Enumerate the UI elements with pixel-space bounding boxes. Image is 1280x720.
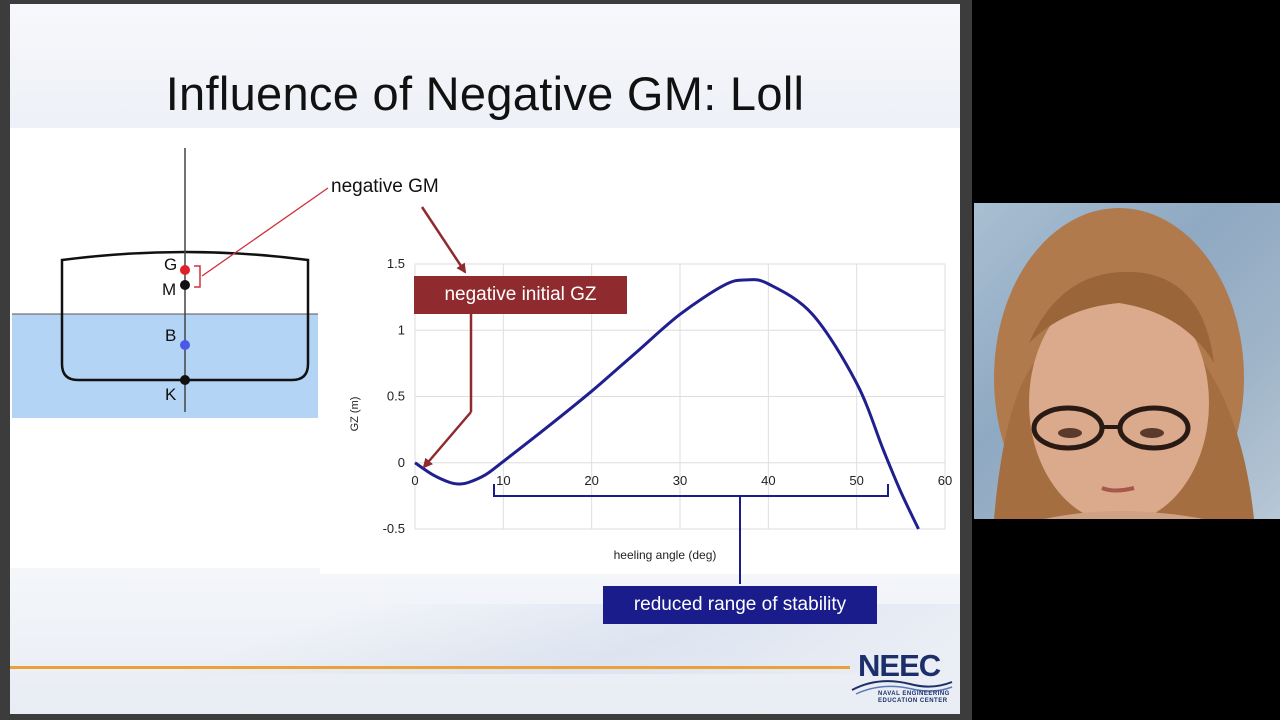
logo-wave-icon: [851, 680, 953, 695]
y-tick-label: 1.5: [387, 256, 405, 271]
point-m-marker: [180, 280, 190, 290]
y-tick-label: -0.5: [383, 521, 405, 536]
gm-leader-line: [201, 187, 329, 277]
y-tick-label: 0: [398, 455, 405, 470]
neec-logo: NEEC NAVAL ENGINEERING EDUCATION CENTER: [848, 646, 958, 708]
gz-curve-series-0: [414, 278, 920, 530]
point-g-marker: [180, 265, 190, 275]
x-tick-label: 30: [673, 473, 687, 488]
chart-series: [414, 278, 920, 530]
point-k-marker: [180, 375, 190, 385]
label-k: K: [165, 385, 177, 404]
logo-subtitle-2: EDUCATION CENTER: [878, 698, 948, 704]
presenter-image: [994, 208, 1254, 519]
y-tick-label: 1: [398, 322, 405, 337]
logo-subtitle-1: NAVAL ENGINEERING: [878, 691, 950, 697]
ship-diagram: G M B K: [12, 148, 329, 418]
negative-initial-gz-callout: negative initial GZ: [414, 276, 627, 314]
slide-frame: Influence of Negative GM: Loll G M B K n…: [0, 0, 972, 720]
x-tick-label: 10: [496, 473, 510, 488]
chart-ticks: -0.5 0 0.5 1 1.5 0 10 20 30 40 50 60: [383, 256, 953, 536]
label-m: M: [162, 280, 176, 299]
x-tick-label: 60: [938, 473, 952, 488]
x-axis-label: heeling angle (deg): [614, 548, 717, 562]
gm-bracket: [194, 265, 201, 288]
x-tick-label: 40: [761, 473, 775, 488]
y-tick-label: 0.5: [387, 389, 405, 404]
x-tick-label: 50: [849, 473, 863, 488]
label-b: B: [165, 326, 176, 345]
label-g: G: [164, 255, 177, 274]
x-tick-label: 0: [411, 473, 418, 488]
x-tick-label: 20: [584, 473, 598, 488]
footer-accent-line: [10, 666, 850, 669]
point-b-marker: [180, 340, 190, 350]
slide: Influence of Negative GM: Loll G M B K n…: [10, 4, 960, 714]
slide-title: Influence of Negative GM: Loll: [165, 67, 805, 120]
y-axis-label: GZ (m): [349, 397, 361, 432]
presenter-webcam: [974, 203, 1280, 519]
negative-gm-label: negative GM: [331, 176, 439, 197]
logo-wordmark: NEEC: [858, 648, 941, 683]
hull-outline: [60, 250, 310, 382]
reduced-range-callout: reduced range of stability: [603, 586, 877, 624]
